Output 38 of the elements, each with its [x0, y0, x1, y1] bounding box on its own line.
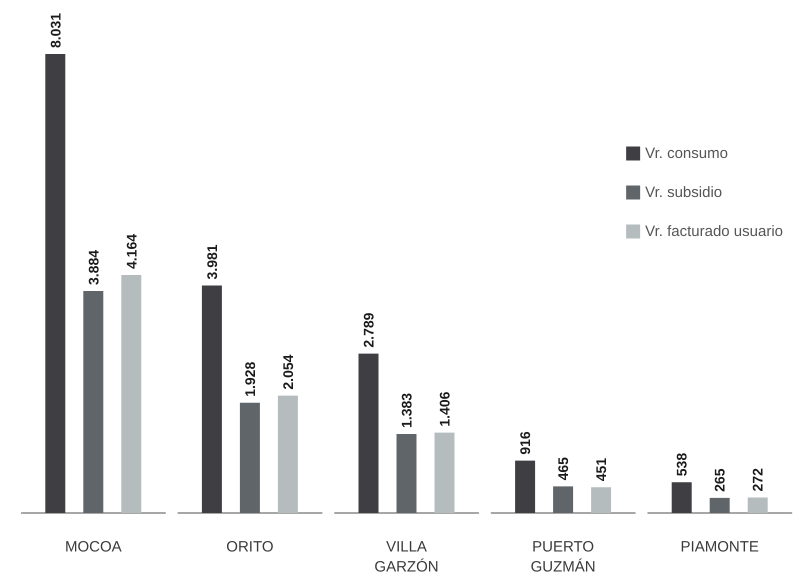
- bar: [396, 434, 416, 513]
- bar: [748, 497, 768, 513]
- data-label: 3.884: [85, 250, 102, 286]
- data-label: 265: [712, 468, 728, 492]
- data-label: 272: [750, 468, 766, 492]
- bar: [434, 432, 454, 513]
- data-label: 465: [555, 456, 572, 480]
- x-tick-label: MOCOA: [64, 538, 122, 556]
- x-tick-label: ORITO: [226, 538, 274, 556]
- data-label: 538: [674, 452, 690, 476]
- data-label: 3.981: [204, 244, 220, 280]
- bar: [553, 486, 574, 513]
- data-label: 1.406: [436, 391, 452, 427]
- data-label: 1.383: [398, 392, 414, 428]
- bar: [278, 396, 298, 513]
- bar: [358, 354, 378, 513]
- x-tick-label: PIAMONTE: [680, 538, 759, 556]
- data-label: 2.789: [360, 312, 376, 348]
- data-label: 8.031: [47, 12, 64, 48]
- bar: [240, 402, 260, 513]
- legend-label: Vr. facturado usuario: [645, 223, 784, 240]
- data-label: 916: [517, 431, 534, 455]
- bar: [202, 285, 222, 513]
- bar: [710, 498, 730, 513]
- bar: [121, 275, 142, 513]
- bar: [672, 482, 692, 513]
- data-label: 2.054: [280, 354, 296, 390]
- bar: [45, 54, 66, 513]
- bar: [591, 487, 612, 513]
- legend-label: Vr. subsidio: [645, 184, 722, 201]
- bar: [515, 460, 536, 513]
- x-tick-label: PUERTO GUZMÁN: [530, 538, 596, 576]
- data-label: 1.928: [242, 362, 258, 397]
- bar: [83, 291, 104, 513]
- data-label: 4.164: [123, 234, 140, 270]
- x-tick-label: VILLA GARZÓN: [374, 538, 439, 576]
- legend-label: Vr. consumo: [645, 145, 728, 162]
- data-label: 451: [593, 458, 610, 482]
